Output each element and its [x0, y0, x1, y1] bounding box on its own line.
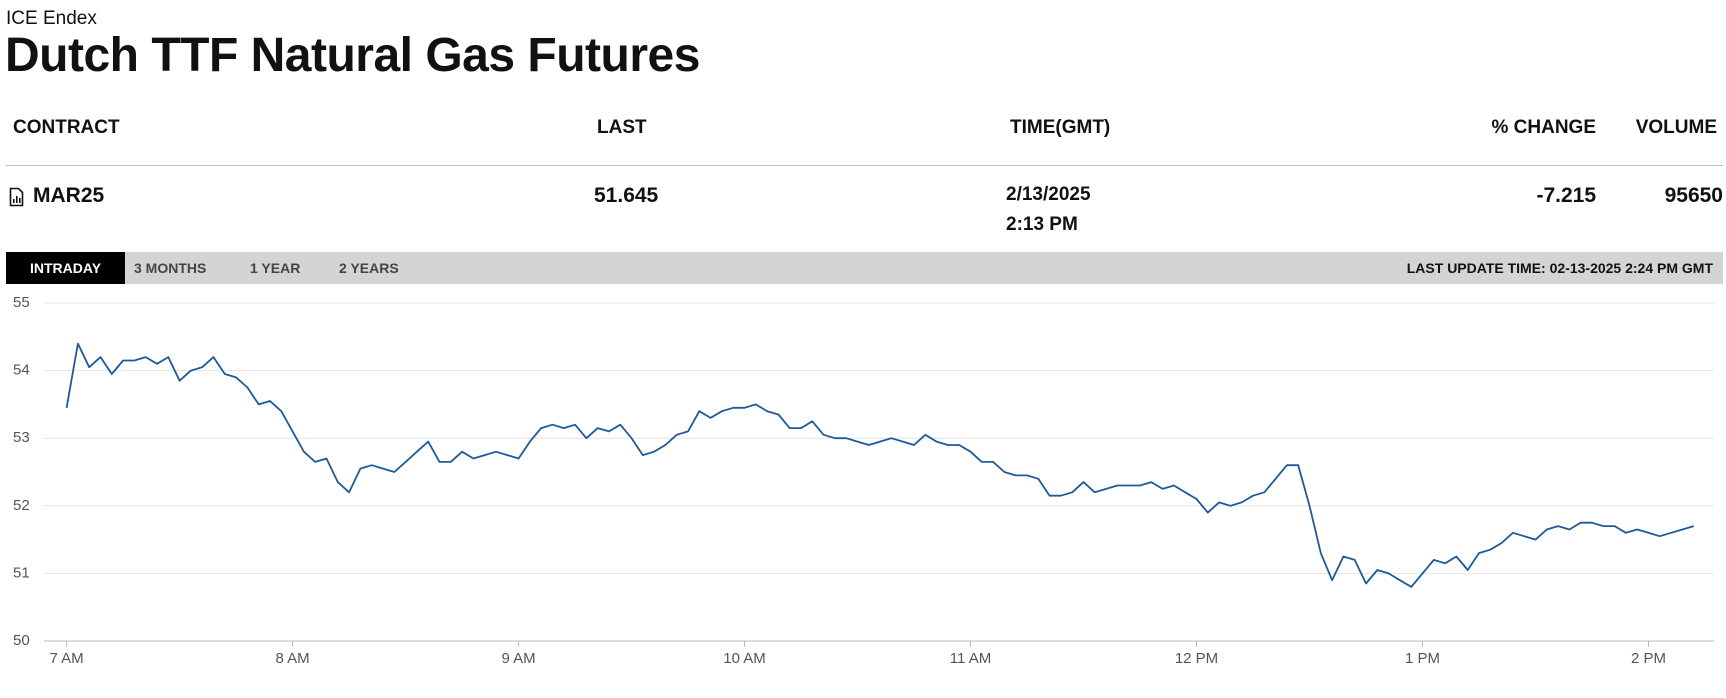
- x-tick-label: 1 PM: [1405, 650, 1440, 667]
- col-header: CONTRACT: [13, 117, 120, 138]
- contract[interactable]: MAR25: [33, 184, 105, 207]
- y-tick-label: 53: [13, 429, 30, 446]
- x-tick-label: 10 AM: [723, 650, 766, 667]
- source: ICE Endex: [6, 8, 97, 29]
- last: 51.645: [594, 184, 659, 207]
- tab[interactable]: 2 YEARS: [339, 260, 399, 276]
- last-update: LAST UPDATE TIME: 02-13-2025 2:24 PM GMT: [1406, 260, 1713, 276]
- y-tick-label: 52: [13, 497, 30, 514]
- tab[interactable]: 1 YEAR: [250, 260, 301, 276]
- x-tick-label: 11 AM: [950, 650, 991, 667]
- x-tick-label: 8 AM: [275, 650, 309, 667]
- change: -7.215: [1536, 184, 1596, 207]
- y-tick-label: 50: [13, 632, 30, 649]
- col-header: LAST: [597, 117, 647, 138]
- x-tick-label: 9 AM: [501, 650, 535, 667]
- col-header: VOLUME: [1635, 117, 1717, 138]
- tab[interactable]: 3 MONTHS: [134, 260, 207, 276]
- volume: 95650: [1664, 184, 1723, 207]
- time: 2:13 PM: [1006, 214, 1078, 235]
- divider: [6, 165, 1723, 166]
- x-tick-label: 12 PM: [1175, 650, 1218, 667]
- y-tick-label: 55: [13, 294, 30, 311]
- tab[interactable]: INTRADAY: [6, 252, 126, 284]
- col-header: % CHANGE: [1491, 117, 1596, 138]
- y-tick-label: 51: [13, 564, 30, 581]
- col-header: TIME(GMT): [1010, 117, 1111, 138]
- date: 2/13/2025: [1006, 184, 1091, 205]
- x-tick-label: 7 AM: [50, 650, 84, 667]
- x-tick-label: 2 PM: [1631, 650, 1666, 667]
- chart: 50 51 52 53 54 55 7 AM 8 AM 9 AM 10 AM 11 AM 12 PM 1…: [13, 294, 1714, 667]
- price-line: [65, 342, 1694, 588]
- tab-bar: INTRADAY 3 MONTHS 1 YEAR 2 YEARS LAST UP…: [6, 252, 1723, 284]
- contract-icon: [9, 187, 24, 207]
- y-tick-label: 54: [13, 362, 30, 379]
- title: Dutch TTF Natural Gas Futures: [5, 29, 700, 82]
